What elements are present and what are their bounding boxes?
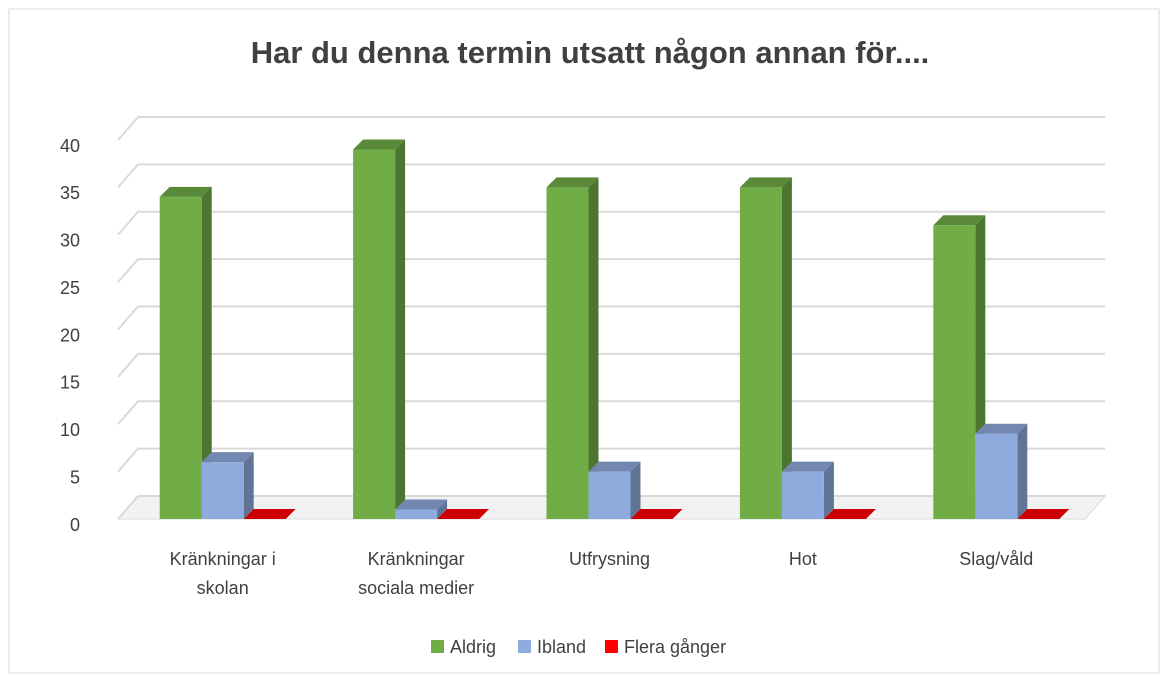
bar-side [781,177,792,519]
bar-side [823,461,834,519]
bar-front [353,149,396,519]
bar-front [781,471,824,519]
bar-front [739,187,782,519]
y-tick-label: 15 [60,373,80,393]
bar-top [395,499,448,510]
bar-top [201,452,254,463]
bar [437,509,490,519]
bar-top [739,177,792,188]
y-tick-label: 5 [70,467,80,487]
bar [159,186,212,519]
y-tick-label: 35 [60,183,80,203]
y-tick-label: 20 [60,325,80,345]
bar [1017,509,1070,519]
bar-top [933,215,986,226]
bar [243,509,296,519]
grid-line-side [117,258,139,283]
bar [395,499,448,519]
legend-swatch [605,640,618,653]
bar-front [201,462,244,519]
chart-title: Har du denna termin utsatt någon annan f… [251,35,930,70]
x-tick-label: Kränkningar i skolan [170,549,276,598]
y-tick-label: 40 [60,136,80,156]
bar-front [933,225,976,519]
grid-line-side [117,116,139,141]
x-tick-label: Hot [789,549,817,569]
grid-line-side [117,211,139,236]
bar [630,509,683,519]
bar-side [1017,423,1028,519]
bar-front [159,196,202,519]
bar-side [395,139,406,519]
bar-side [588,177,599,519]
grid-line-side [117,163,139,189]
y-tick-label: 30 [60,231,80,251]
x-tick-label: Slag/våld [959,549,1033,569]
bar-top [159,186,212,197]
bar-top [975,423,1028,434]
legend-label: Flera gånger [624,637,726,657]
bar-top [781,461,834,472]
legend-label: Ibland [537,637,586,657]
bar-top [243,509,296,519]
bar-front [546,187,589,519]
legend-swatch [431,640,444,653]
bar-side [437,499,448,519]
grid-line-side [117,447,139,473]
bar-front [395,509,438,519]
bar-top [1017,509,1070,519]
bar-front [975,433,1018,519]
bar [823,509,876,519]
bar [781,461,834,519]
grid-line-side [117,400,139,425]
legend-swatch [518,640,531,653]
grid-line-side [117,305,139,331]
bar-top [630,509,683,519]
bar-side [243,452,254,519]
grid-line-side [117,353,139,378]
y-tick-label: 0 [70,515,80,535]
bar-top [823,509,876,519]
y-tick-label: 25 [60,278,80,298]
bar-front [588,471,631,519]
x-tick-label: Kränkningar sociala medier [358,549,474,598]
y-tick-label: 10 [60,420,80,440]
bar [546,177,599,519]
legend-label: Aldrig [450,637,496,657]
bar [353,139,406,519]
bar-side [630,461,641,519]
x-tick-label: Utfrysning [569,549,650,569]
bar-side [201,186,212,519]
bar [975,423,1028,519]
bar-top [437,509,490,519]
bar-top [353,139,406,150]
bar-top [588,461,641,472]
bar [739,177,792,519]
bar-top [546,177,599,188]
bar [201,452,254,519]
grid-line-side [117,495,139,520]
bar [588,461,641,519]
